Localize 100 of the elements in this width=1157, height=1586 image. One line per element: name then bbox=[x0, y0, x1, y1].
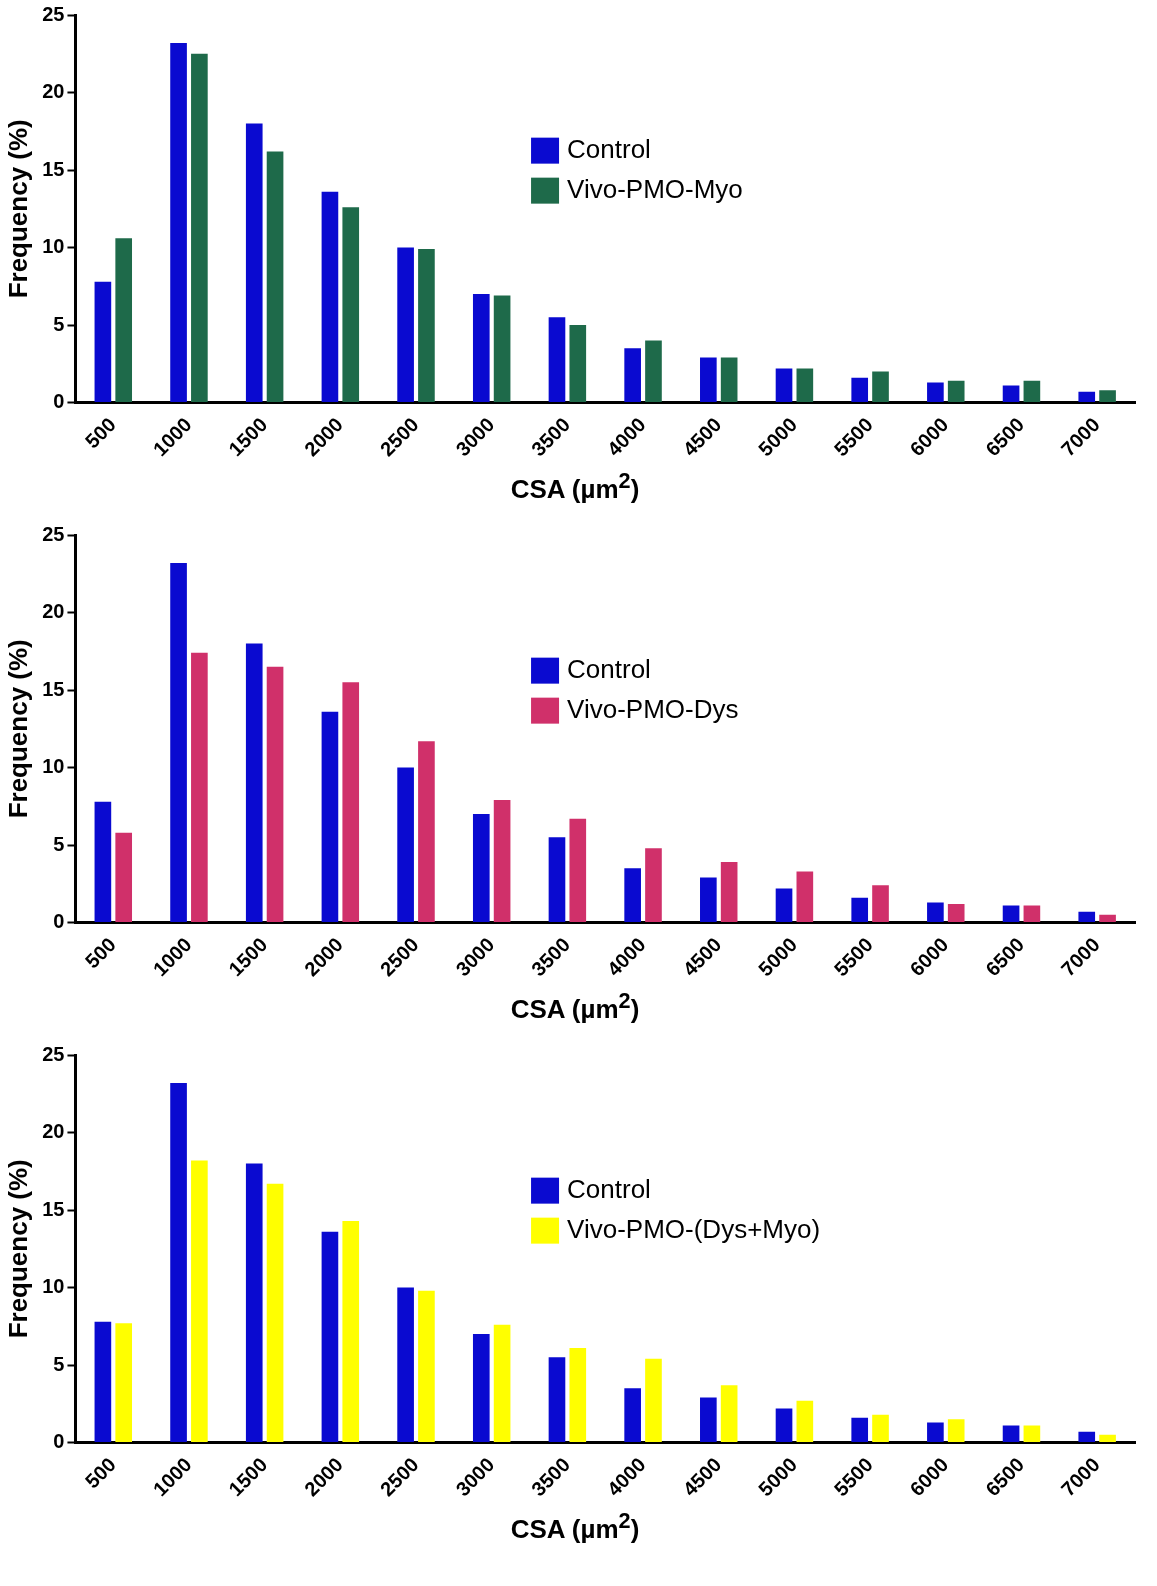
bar bbox=[115, 1323, 133, 1443]
bar bbox=[548, 317, 566, 403]
bar bbox=[1023, 1425, 1041, 1443]
bar bbox=[245, 643, 263, 923]
bar bbox=[796, 1400, 814, 1443]
bar bbox=[342, 207, 360, 403]
bar bbox=[266, 1183, 284, 1443]
bar bbox=[94, 281, 112, 403]
bar bbox=[775, 1408, 793, 1443]
y-tick-label: 15 bbox=[42, 677, 65, 700]
bar bbox=[115, 832, 133, 923]
y-axis-title: Frequency (%) bbox=[2, 1159, 33, 1339]
bar bbox=[94, 801, 112, 923]
bar bbox=[266, 151, 284, 403]
y-axis-title: Frequency (%) bbox=[2, 639, 33, 819]
bar bbox=[569, 1348, 587, 1443]
x-tick-label: 500 bbox=[80, 933, 121, 973]
bar bbox=[321, 191, 339, 403]
bar bbox=[191, 1160, 208, 1443]
bar bbox=[548, 837, 566, 923]
bar bbox=[548, 1357, 566, 1443]
bar bbox=[245, 123, 263, 403]
bar bbox=[569, 325, 587, 403]
legend-label: Vivo-PMO-Dys bbox=[567, 693, 739, 724]
bar bbox=[321, 711, 339, 923]
legend-label: Control bbox=[567, 133, 651, 164]
bar bbox=[245, 1163, 263, 1443]
bar bbox=[1078, 911, 1096, 923]
bar bbox=[493, 295, 511, 403]
y-tick-label: 0 bbox=[53, 910, 65, 933]
bar bbox=[493, 1324, 511, 1443]
bar bbox=[1002, 905, 1020, 923]
y-axis-title: Frequency (%) bbox=[2, 119, 33, 299]
y-tick-label: 5 bbox=[53, 312, 65, 335]
bar bbox=[927, 382, 944, 403]
y-tick-label: 0 bbox=[53, 1430, 65, 1453]
bar bbox=[472, 1334, 490, 1443]
bar bbox=[1002, 1425, 1020, 1443]
bar bbox=[947, 380, 965, 403]
bar bbox=[1002, 385, 1020, 403]
bar bbox=[1078, 1431, 1096, 1443]
bar bbox=[872, 1414, 889, 1443]
legend-label: Control bbox=[567, 1173, 651, 1204]
bar bbox=[872, 885, 889, 923]
bar bbox=[796, 871, 814, 923]
y-tick-label: 5 bbox=[53, 1352, 65, 1375]
bar bbox=[851, 1417, 869, 1443]
bar bbox=[321, 1231, 339, 1443]
bar bbox=[720, 357, 738, 403]
bar bbox=[645, 340, 662, 403]
bar bbox=[775, 888, 793, 923]
bar bbox=[472, 294, 490, 403]
bar bbox=[1099, 390, 1116, 403]
bar bbox=[493, 800, 511, 923]
bar bbox=[342, 1220, 360, 1443]
bar bbox=[1078, 391, 1096, 403]
y-tick-label: 20 bbox=[42, 600, 65, 623]
bar bbox=[418, 249, 435, 403]
bar bbox=[775, 368, 793, 403]
bar bbox=[1099, 1434, 1116, 1443]
bar bbox=[191, 652, 208, 923]
bar bbox=[569, 818, 587, 923]
x-axis-title: CSA (µm$^{2}$) bbox=[509, 988, 641, 1025]
bar bbox=[796, 368, 814, 403]
bar bbox=[927, 902, 944, 923]
bar bbox=[418, 1290, 435, 1443]
bar bbox=[1023, 905, 1041, 923]
y-tick-label: 25 bbox=[42, 1042, 65, 1065]
y-tick-label: 5 bbox=[53, 832, 65, 855]
bar bbox=[170, 1082, 187, 1443]
legend-label: Vivo-PMO-(Dys+Myo) bbox=[567, 1213, 821, 1244]
bar bbox=[927, 1422, 944, 1443]
bar bbox=[397, 1287, 414, 1443]
bar bbox=[851, 377, 869, 403]
bar bbox=[170, 562, 187, 923]
bar bbox=[624, 868, 641, 923]
x-axis-title: CSA (µm$^{2}$) bbox=[509, 1508, 641, 1545]
bar bbox=[700, 357, 717, 403]
y-tick-label: 25 bbox=[42, 2, 65, 25]
bar bbox=[700, 877, 717, 923]
x-tick-label: 500 bbox=[80, 413, 121, 453]
y-tick-label: 15 bbox=[42, 1197, 65, 1220]
bar bbox=[947, 1419, 965, 1443]
y-tick-label: 10 bbox=[42, 1275, 65, 1298]
y-tick-label: 15 bbox=[42, 157, 65, 180]
bar bbox=[624, 1388, 641, 1443]
y-tick-label: 20 bbox=[42, 80, 65, 103]
x-tick-label: 500 bbox=[80, 1453, 121, 1493]
legend-label: Control bbox=[567, 653, 651, 684]
bar bbox=[397, 247, 414, 403]
bar bbox=[947, 903, 965, 923]
bar bbox=[266, 666, 284, 923]
y-tick-label: 10 bbox=[42, 235, 65, 258]
bar bbox=[397, 767, 414, 923]
bar bbox=[872, 371, 889, 403]
bar bbox=[624, 348, 641, 403]
y-tick-label: 0 bbox=[53, 390, 65, 413]
bar bbox=[720, 862, 738, 923]
bar bbox=[1023, 380, 1041, 403]
bar bbox=[1099, 914, 1116, 923]
